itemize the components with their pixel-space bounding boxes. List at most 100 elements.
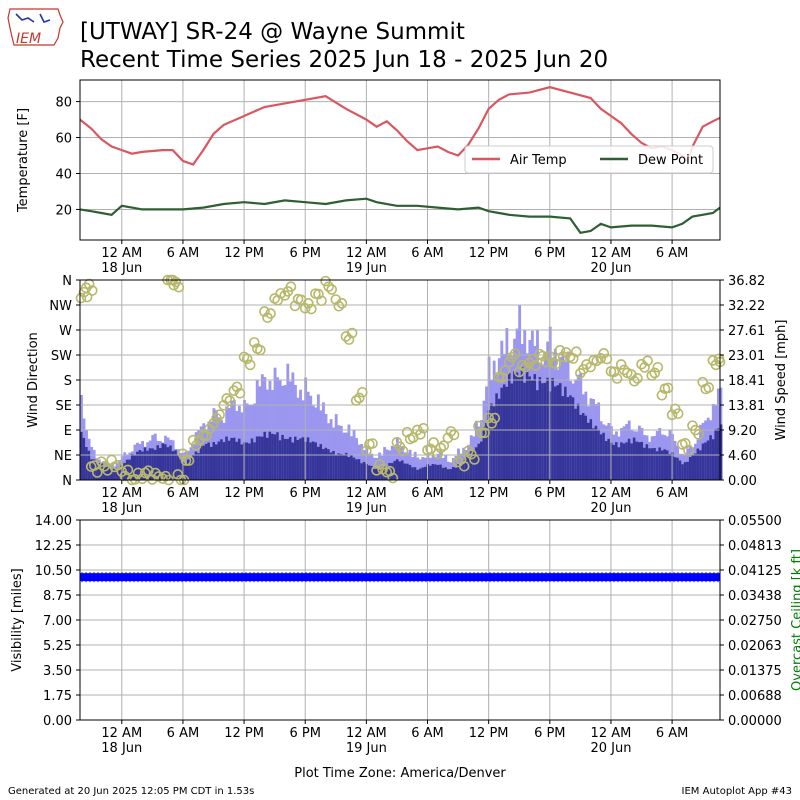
- wind-direction-marker: [615, 359, 627, 370]
- wind-direction-marker: [350, 395, 362, 406]
- wind-speed-bar: [658, 447, 662, 480]
- wind-panel: N NE E SE S SW W NW N 0.00 4.60 9.20 13.81 18.41 23.0…: [26, 274, 789, 516]
- wind-speed-bar: [334, 455, 338, 480]
- wind-direction-marker: [333, 300, 345, 312]
- wind-speed-bar: [357, 459, 361, 480]
- wind-speed-bar: [220, 439, 223, 480]
- visibility-tick-label: 0.00: [43, 714, 72, 729]
- wind-speed-bar: [497, 398, 501, 480]
- x-tick-label: 6 AM: [656, 726, 689, 741]
- x-tick-label: 6 PM: [534, 246, 565, 261]
- wind-speed-bar: [268, 431, 272, 480]
- wind-speed-bar: [446, 469, 450, 480]
- wind-speed-bar: [523, 382, 527, 480]
- ceiling-tick-label: 0.05500: [728, 514, 782, 529]
- wind-speed-bar: [138, 450, 142, 480]
- wind-direction-marker: [703, 382, 715, 393]
- wind-speed-bar: [337, 453, 341, 480]
- wind-speed-bar: [416, 469, 420, 480]
- wind-direction-marker: [632, 373, 643, 384]
- wind-direction-marker: [455, 454, 467, 465]
- wind-speed-bar: [650, 448, 654, 480]
- iem-logo: IEM: [7, 8, 64, 47]
- wind-direction-marker: [142, 465, 154, 476]
- wind-speed-bar: [166, 447, 170, 480]
- visibility-tick-label: 7.00: [43, 614, 72, 629]
- wind-speed-bar: [653, 448, 657, 480]
- x-tick-date-label: 18 Jun: [101, 261, 142, 276]
- wind-direction-marker: [496, 372, 508, 383]
- wind-speed-bar: [576, 403, 580, 480]
- speed-tick-label: 32.22: [728, 299, 765, 314]
- wind-speed-bar: [454, 467, 458, 480]
- wind-speed-bar: [225, 436, 229, 480]
- wind-direction-marker: [326, 284, 338, 295]
- wind-direction-marker: [652, 361, 664, 373]
- ceiling-tick-label: 0.04125: [728, 564, 782, 579]
- wind-direction-marker: [550, 358, 562, 370]
- wind-direction-marker: [486, 418, 498, 429]
- x-tick-label: 12 AM: [591, 246, 632, 261]
- wind-direction-marker: [656, 389, 668, 401]
- wind-speed-bar: [133, 454, 137, 480]
- wind-speed-bar: [551, 378, 555, 480]
- wind-gust-bar: [283, 385, 287, 480]
- wind-speed-bar: [592, 428, 595, 480]
- wind-direction-marker: [272, 294, 284, 306]
- wind-direction-marker: [662, 382, 674, 394]
- wind-speed-bar: [240, 444, 244, 480]
- wind-speed-bar: [362, 461, 366, 480]
- wind-speed-bar: [630, 443, 634, 480]
- wind-speed-bar: [398, 461, 402, 480]
- wind-direction-marker: [384, 465, 396, 477]
- wind-gust-bar: [245, 403, 249, 480]
- wind-direction-marker: [499, 365, 511, 376]
- visibility-y-ticks: 0.00 1.75 3.50 5.25 7.00 8.75 10.50 12.25 14.00: [35, 514, 80, 729]
- weather-symbol-icon: [15, 13, 51, 23]
- wind-speed-bar: [508, 373, 511, 480]
- temperature-frame: [79, 79, 721, 241]
- wind-speed-bar: [469, 451, 473, 480]
- wind-speed-bar: [161, 443, 165, 480]
- wind-direction-marker: [428, 437, 439, 448]
- wind-gust-bar: [258, 386, 262, 480]
- x-tick-label: 6 AM: [167, 486, 200, 501]
- wind-speed-bar: [187, 459, 190, 480]
- wind-gust-bar: [253, 403, 257, 480]
- x-tick-label: 12 AM: [101, 246, 142, 261]
- speed-tick-label: 0.00: [728, 474, 757, 489]
- wind-direction-marker: [170, 276, 182, 288]
- wind-direction-marker: [509, 348, 521, 359]
- x-tick-date-label: 20 Jun: [590, 501, 631, 516]
- wind-speed-bar: [143, 447, 147, 480]
- chart-title-line1: [UTWAY] SR-24 @ Wayne Summit: [80, 19, 465, 45]
- wind-speed-bar: [316, 446, 320, 480]
- wind-speed-bar: [209, 446, 213, 480]
- wind-direction-marker: [432, 448, 444, 460]
- legend-air-temp-label: Air Temp: [510, 153, 567, 168]
- wind-speed-bar: [423, 466, 427, 480]
- wind-speed-bar: [571, 397, 575, 480]
- speed-tick-label: 18.41: [728, 374, 765, 389]
- wind-gust-bar: [347, 424, 351, 480]
- x-tick-date-label: 18 Jun: [101, 741, 142, 756]
- wind-direction-marker: [442, 432, 454, 444]
- wind-speed-bar: [329, 452, 333, 480]
- wind-direction-marker: [544, 350, 556, 362]
- wind-speed-bar: [513, 371, 516, 480]
- wind-gust-bar: [288, 381, 292, 480]
- wind-direction-marker: [483, 412, 494, 424]
- speed-tick-label: 27.61: [728, 324, 765, 339]
- wind-speed-bar: [699, 450, 702, 480]
- wind-speed-bar: [306, 437, 310, 480]
- visibility-panel: 0.001.753.505.257.008.7510.5012.2514.00 …: [10, 514, 800, 756]
- visibility-grid: [80, 519, 720, 721]
- wind-speed-bar: [352, 457, 356, 480]
- wind-direction-marker: [537, 350, 548, 362]
- wind-speed-bar: [390, 463, 394, 480]
- visibility-y-label: Visibility [miles]: [10, 568, 25, 671]
- wind-direction-marker: [313, 288, 324, 300]
- wind-direction-label: Wind Direction: [26, 332, 41, 428]
